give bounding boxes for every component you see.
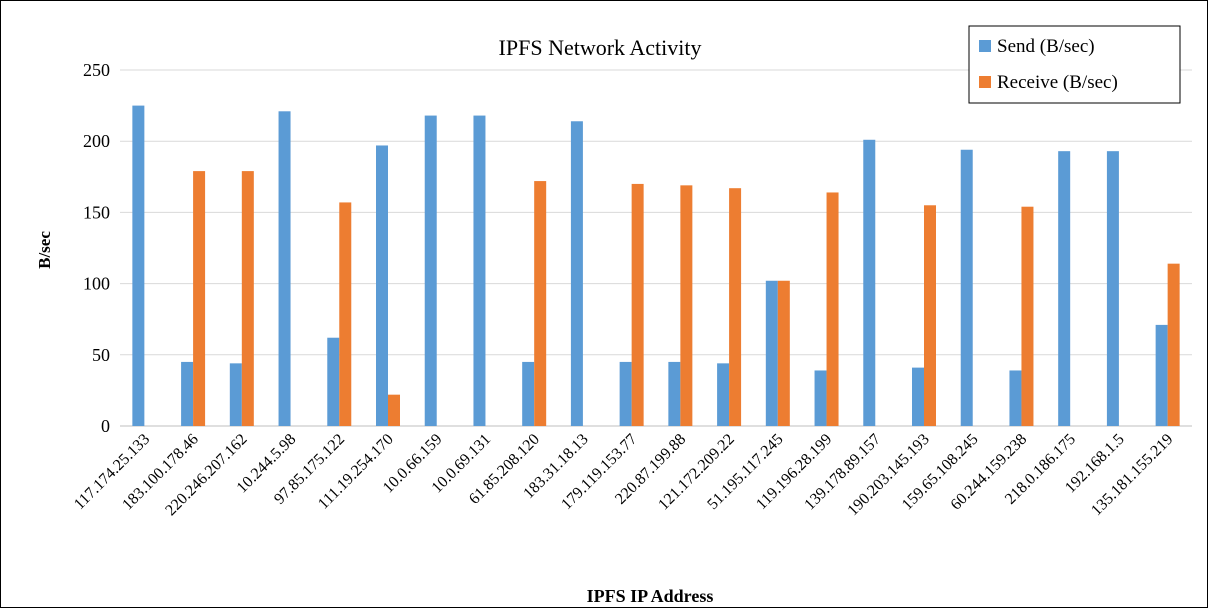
legend-label: Receive (B/sec) — [997, 72, 1118, 93]
bar — [765, 280, 778, 426]
bar — [388, 394, 400, 426]
bar — [729, 188, 742, 426]
bar — [522, 361, 535, 426]
bar — [668, 361, 681, 426]
bar — [912, 367, 924, 426]
bar — [1021, 206, 1034, 426]
bar — [863, 139, 876, 426]
bar — [229, 363, 242, 426]
y-tick-label: 150 — [83, 202, 110, 222]
legend-swatch — [979, 76, 991, 88]
y-tick-label: 200 — [83, 131, 110, 151]
chart-title: IPFS Network Activity — [499, 35, 702, 60]
bar — [339, 202, 352, 426]
bar — [1155, 324, 1168, 426]
y-axis-label: B/sec — [35, 231, 54, 269]
bar — [1009, 370, 1022, 426]
bar — [924, 205, 936, 426]
bar — [424, 115, 437, 427]
bar — [193, 171, 206, 426]
x-axis-label: IPFS IP Address — [587, 586, 714, 606]
y-tick-label: 0 — [101, 416, 110, 436]
bar — [814, 370, 827, 426]
bar — [680, 185, 693, 426]
bar — [631, 183, 644, 426]
bar — [1058, 151, 1071, 426]
bar — [777, 280, 790, 426]
legend-box — [968, 25, 1181, 104]
bar — [241, 171, 254, 426]
bar — [278, 111, 291, 427]
bar — [960, 149, 973, 426]
bar — [181, 361, 194, 426]
bar — [132, 105, 145, 426]
y-tick-label: 100 — [83, 274, 110, 294]
bar — [619, 361, 632, 426]
legend-swatch — [979, 40, 991, 52]
legend-label: Send (B/sec) — [997, 36, 1095, 57]
bar — [826, 192, 839, 426]
y-tick-label: 250 — [83, 60, 110, 80]
bar — [717, 363, 730, 426]
bar — [327, 337, 340, 426]
bar — [376, 145, 388, 427]
bar — [1167, 263, 1180, 426]
bar — [473, 115, 486, 427]
y-tick-label: 50 — [92, 345, 110, 365]
bar — [570, 121, 583, 426]
bar — [1106, 151, 1119, 426]
bar — [534, 181, 547, 426]
